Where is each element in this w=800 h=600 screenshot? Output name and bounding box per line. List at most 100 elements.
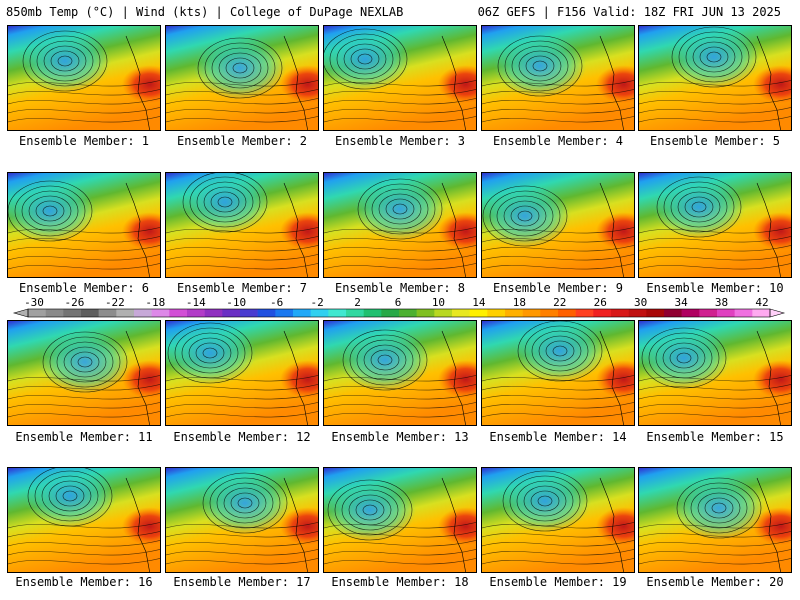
colorbar-bin xyxy=(310,309,329,317)
panel-caption-1: Ensemble Member: 1 xyxy=(18,134,150,148)
colorbar-bin xyxy=(28,309,46,317)
temperature-map xyxy=(482,173,634,277)
temperature-map xyxy=(639,321,791,425)
temperature-map xyxy=(324,26,476,130)
ensemble-panel-13 xyxy=(323,320,477,426)
colorbar-bin xyxy=(187,309,205,317)
ensemble-panel-15 xyxy=(638,320,792,426)
temperature-map xyxy=(166,321,318,425)
colorbar-bin xyxy=(522,309,541,317)
colorbar-tick-label: 26 xyxy=(593,296,607,309)
colorbar-bin xyxy=(469,309,488,317)
ensemble-panel-5 xyxy=(638,25,792,131)
temperature-map xyxy=(639,173,791,277)
temperature-map xyxy=(482,468,634,572)
panel-caption-6: Ensemble Member: 6 xyxy=(18,281,150,295)
temperature-colorbar xyxy=(12,308,786,318)
colorbar-tick-label: -6 xyxy=(270,296,284,309)
colorbar-tick-label: -2 xyxy=(310,296,324,309)
ensemble-panel-8 xyxy=(323,172,477,278)
colorbar-tick-label: -18 xyxy=(145,296,166,309)
colorbar-bin xyxy=(98,309,117,317)
panel-caption-15: Ensemble Member: 15 xyxy=(646,430,784,444)
colorbar-bin xyxy=(293,309,311,317)
colorbar-tick-label: -26 xyxy=(64,296,85,309)
temperature-map xyxy=(324,173,476,277)
panel-caption-18: Ensemble Member: 18 xyxy=(331,575,469,589)
colorbar-bin xyxy=(734,309,753,317)
ensemble-panel-16 xyxy=(7,467,161,573)
ensemble-panel-10 xyxy=(638,172,792,278)
ensemble-panel-20 xyxy=(638,467,792,573)
colorbar-tick-label: 10 xyxy=(431,296,446,309)
temperature-map xyxy=(166,26,318,130)
ensemble-panel-17 xyxy=(165,467,319,573)
temperature-map xyxy=(324,468,476,572)
panel-caption-10: Ensemble Member: 10 xyxy=(646,281,784,295)
colorbar-bin xyxy=(363,309,382,317)
colorbar-tick-label: 2 xyxy=(354,296,361,309)
colorbar-bin xyxy=(558,309,576,317)
panel-caption-3: Ensemble Member: 3 xyxy=(334,134,466,148)
colorbar-bin xyxy=(593,309,612,317)
colorbar-tick-label: 38 xyxy=(714,296,729,309)
colorbar-tick-label: -10 xyxy=(226,296,247,309)
ensemble-panel-19 xyxy=(481,467,635,573)
colorbar-bin xyxy=(116,309,135,317)
colorbar-bin xyxy=(134,309,152,317)
colorbar-bin xyxy=(575,309,594,317)
colorbar-tick-label: 34 xyxy=(674,296,688,309)
colorbar-bin xyxy=(346,309,364,317)
ensemble-panel-12 xyxy=(165,320,319,426)
colorbar-bin xyxy=(646,309,665,317)
temperature-map xyxy=(8,468,160,572)
temperature-map xyxy=(639,26,791,130)
panel-caption-5: Ensemble Member: 5 xyxy=(649,134,781,148)
colorbar-bin xyxy=(540,309,559,317)
ensemble-panel-1 xyxy=(7,25,161,131)
colorbar-bin xyxy=(204,309,223,317)
colorbar-tick-label: 6 xyxy=(394,296,402,309)
ensemble-panel-7 xyxy=(165,172,319,278)
temperature-map xyxy=(8,26,160,130)
ensemble-panel-9 xyxy=(481,172,635,278)
colorbar-tick-label: 42 xyxy=(755,296,769,309)
temperature-map xyxy=(324,321,476,425)
temperature-map xyxy=(639,468,791,572)
colorbar-left-arrow xyxy=(12,308,29,318)
temperature-map xyxy=(166,173,318,277)
colorbar-tick-label: -22 xyxy=(104,296,125,309)
ensemble-panel-2 xyxy=(165,25,319,131)
temperature-map xyxy=(482,321,634,425)
colorbar-bin xyxy=(275,309,294,317)
colorbar-bin xyxy=(240,309,258,317)
temperature-map xyxy=(166,468,318,572)
panel-caption-16: Ensemble Member: 16 xyxy=(15,575,153,589)
panel-caption-17: Ensemble Member: 17 xyxy=(173,575,311,589)
colorbar-tick-label: -14 xyxy=(185,296,206,309)
panel-caption-7: Ensemble Member: 7 xyxy=(176,281,308,295)
panel-caption-11: Ensemble Member: 11 xyxy=(15,430,153,444)
ensemble-panel-14 xyxy=(481,320,635,426)
ensemble-panel-3 xyxy=(323,25,477,131)
temperature-map xyxy=(8,173,160,277)
colorbar-tick-label: -30 xyxy=(24,296,44,309)
colorbar-bin xyxy=(81,309,99,317)
ensemble-panel-11 xyxy=(7,320,161,426)
colorbar-tick-label: 14 xyxy=(472,296,486,309)
panel-caption-14: Ensemble Member: 14 xyxy=(489,430,627,444)
colorbar-bin xyxy=(399,309,417,317)
colorbar-bin xyxy=(151,309,170,317)
colorbar-bin xyxy=(63,309,82,317)
colorbar-tick-labels: -30 -26 -22 -18 -14 -10 -6 -2 2 6 10 14 18 22 26 30 34 38… xyxy=(0,296,800,310)
run-valid-time: 06Z GEFS | F156 Valid: 18Z FRI JUN 13 20… xyxy=(477,5,781,19)
temperature-map xyxy=(8,321,160,425)
colorbar-bin xyxy=(452,309,470,317)
colorbar-bin xyxy=(328,309,347,317)
colorbar-bin xyxy=(717,309,735,317)
colorbar-bin xyxy=(505,309,523,317)
temperature-map xyxy=(482,26,634,130)
colorbar-tick-label: 30 xyxy=(634,296,648,309)
colorbar-tick-label: 18 xyxy=(512,296,526,309)
colorbar-tick-label: 22 xyxy=(553,296,567,309)
